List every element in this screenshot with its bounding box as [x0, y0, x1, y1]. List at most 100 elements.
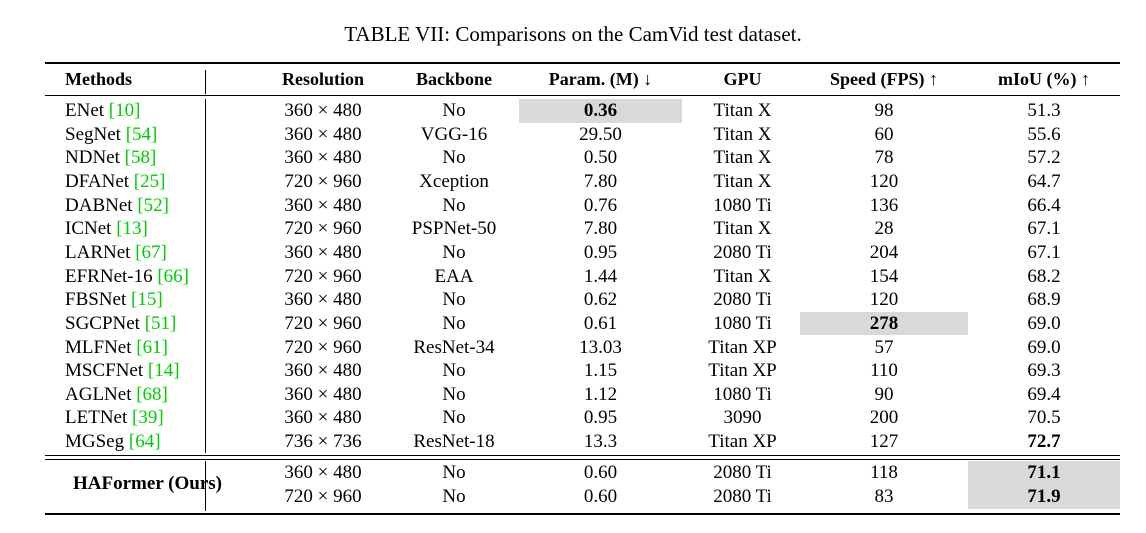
citation-link[interactable]: [54] [125, 123, 158, 145]
cell-gpu: Titan X [713, 123, 772, 145]
cell-param: 7.80 [583, 170, 618, 192]
cell-resolution: 720 × 960 [284, 336, 362, 358]
cell-backbone: No [442, 407, 466, 429]
cell-param: 0.61 [583, 312, 618, 334]
cell-gpu: 1080 Ti [713, 312, 772, 334]
cell-miou: 69.0 [1027, 336, 1061, 358]
cell-backbone: ResNet-18 [413, 431, 495, 453]
method-name: MGSeg [64] [65, 430, 255, 454]
citation-link[interactable]: [13] [116, 218, 148, 240]
cell-resolution: 360 × 480 [284, 123, 362, 145]
method-label: NDNet [65, 147, 125, 169]
cell-param: 7.80 [583, 218, 618, 240]
ours-row: 720 × 960 No 0.60 2080 Ti 83 71.9 [45, 485, 1120, 509]
cell-speed: 154 [869, 265, 899, 287]
method-label: SegNet [65, 123, 126, 145]
citation-link[interactable]: [25] [133, 170, 166, 192]
cell-param: 1.15 [583, 360, 618, 382]
method-label: LARNet [65, 241, 136, 263]
cell-miou: 64.7 [1027, 170, 1061, 192]
cell-resolution: 360 × 480 [284, 407, 362, 429]
table-row: LETNet [39] 360 × 480 No 0.95 3090 200 70.5 [45, 406, 1120, 430]
cell-backbone: No [442, 194, 466, 216]
table-row: DFANet [25] 720 × 960 Xception 7.80 Titan X 1… [45, 170, 1120, 194]
cell-param: 13.3 [583, 431, 618, 453]
cell-backbone: No [442, 360, 466, 382]
citation-link[interactable]: [61] [136, 336, 168, 358]
cell-backbone: No [442, 312, 466, 334]
cell-param: 1.12 [583, 383, 618, 405]
cell-speed: 57 [874, 336, 894, 358]
cell-param: 1.44 [583, 265, 618, 287]
method-label: MGSeg [65, 431, 129, 453]
cell-gpu: Titan XP [708, 431, 777, 453]
method-name: FBSNet [15] [65, 288, 255, 312]
cell-gpu: Titan X [713, 147, 772, 169]
cell-gpu: Titan X [713, 170, 772, 192]
citation-link[interactable]: [64] [128, 431, 161, 453]
cell-resolution: 736 × 736 [284, 431, 362, 453]
method-name: AGLNet [68] [65, 383, 255, 407]
cell-miou: 71.9 [968, 485, 1120, 509]
method-name: DFANet [25] [65, 170, 255, 194]
cell-miou: 67.1 [1027, 241, 1061, 263]
cell-miou: 67.1 [1027, 218, 1061, 240]
table-row: MLFNet [61] 720 × 960 ResNet-34 13.03 Titan … [45, 336, 1120, 360]
citation-link[interactable]: [66] [157, 265, 190, 287]
cell-param: 0.60 [583, 462, 618, 483]
method-name: MSCFNet [14] [65, 359, 255, 383]
cell-param: 0.50 [583, 147, 618, 169]
cell-param: 0.95 [583, 407, 618, 429]
cell-speed: 78 [874, 147, 894, 169]
cell-param: 13.03 [579, 336, 622, 358]
bottom-rule [45, 513, 1120, 515]
header-backbone: Backbone [415, 69, 493, 89]
citation-link[interactable]: [10] [108, 100, 141, 121]
citation-link[interactable]: [52] [137, 194, 169, 216]
method-name: SegNet [54] [65, 123, 255, 147]
citation-link[interactable]: [15] [131, 289, 163, 311]
cell-resolution: 720 × 960 [284, 265, 362, 287]
cell-speed: 200 [869, 407, 899, 429]
citation-link[interactable]: [68] [136, 383, 168, 405]
method-label: MSCFNet [65, 360, 148, 382]
cell-param: 0.76 [583, 194, 618, 216]
method-label: SGCPNet [65, 312, 145, 334]
method-label: DFANet [65, 170, 134, 192]
header-param: Param. (M) ↓ [548, 69, 653, 89]
method-divider-ours [205, 461, 206, 511]
citation-link[interactable]: [14] [147, 360, 180, 382]
cell-gpu: Titan XP [708, 360, 777, 382]
cell-backbone: Xception [419, 170, 489, 192]
cell-resolution: 720 × 960 [284, 312, 362, 334]
table-row: MSCFNet [14] 360 × 480 No 1.15 Titan XP 110 69… [45, 359, 1120, 383]
header-miou: mIoU (%) ↑ [998, 69, 1090, 89]
header-resolution: Resolution [281, 69, 364, 89]
cell-backbone: No [442, 462, 466, 483]
citation-link[interactable]: [58] [124, 147, 157, 169]
citation-link[interactable]: [39] [132, 407, 164, 429]
method-name: SGCPNet [51] [65, 312, 255, 336]
cell-speed: 127 [869, 431, 899, 453]
table-caption: TABLE VII: Comparisons on the CamVid tes… [344, 22, 802, 46]
cell-miou: 69.3 [1027, 360, 1061, 382]
ours-row: 360 × 480 No 0.60 2080 Ti 118 71.1 [45, 461, 1120, 485]
cell-speed: 83 [874, 486, 894, 507]
method-divider-body [205, 99, 206, 453]
cell-speed: 98 [874, 100, 894, 121]
cell-backbone: No [442, 289, 466, 311]
citation-link[interactable]: [67] [135, 241, 167, 263]
cell-speed: 120 [869, 289, 899, 311]
cell-backbone: PSPNet-50 [411, 218, 497, 240]
citation-link[interactable]: [51] [144, 312, 177, 334]
cell-gpu: 2080 Ti [713, 241, 772, 263]
cell-resolution: 360 × 480 [284, 383, 362, 405]
table-row: ENet [10] 360 × 480 No 0.36 Titan X 98 51.3 [45, 99, 1120, 123]
cell-resolution: 360 × 480 [284, 289, 362, 311]
header-gpu: GPU [723, 69, 762, 89]
cell-gpu: Titan XP [708, 336, 777, 358]
cell-resolution: 360 × 480 [284, 147, 362, 169]
cell-miou: 68.9 [1027, 289, 1061, 311]
cell-param: 0.36 [519, 99, 682, 123]
cell-gpu: Titan X [713, 218, 772, 240]
